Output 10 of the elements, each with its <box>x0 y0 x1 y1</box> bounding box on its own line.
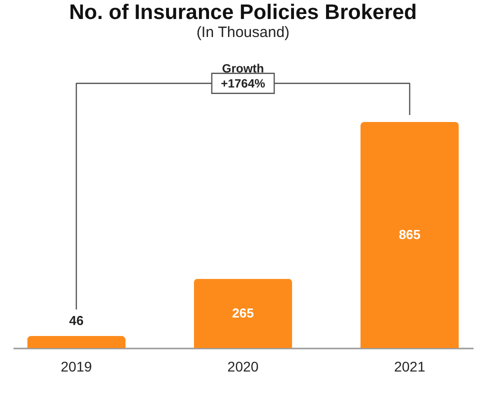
x-tick-label: 2020 <box>227 358 259 374</box>
text: Growth <box>222 62 264 76</box>
data-label: 265 <box>232 305 254 320</box>
chart-title: No. of Insurance Policies Brokered <box>69 1 417 24</box>
text: +1764% <box>220 76 266 90</box>
data-label: 46 <box>69 312 84 328</box>
chart-subtitle: (In Thousand) <box>196 24 290 41</box>
data-label: 865 <box>398 226 421 242</box>
x-tick-label: 2019 <box>60 358 92 374</box>
x-tick-label: 2021 <box>394 358 426 374</box>
